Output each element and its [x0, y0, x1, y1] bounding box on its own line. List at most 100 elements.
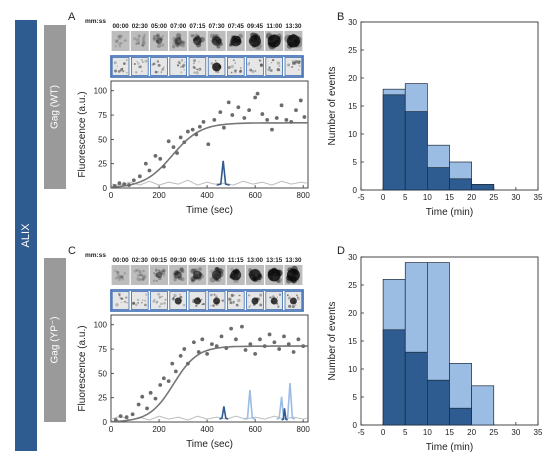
frame-speckle [191, 268, 196, 273]
data-point [218, 110, 223, 115]
frame-spot [155, 271, 163, 279]
data-point [166, 139, 171, 144]
data-point [253, 95, 258, 100]
frame-speckle [198, 61, 200, 63]
y-tick-label: 5 [353, 393, 358, 402]
data-point [272, 340, 277, 345]
data-point [185, 129, 190, 134]
y-tick-label: 20 [348, 309, 357, 318]
frame-speckle [118, 294, 121, 297]
frame-tile [150, 291, 168, 310]
frame-speckle [175, 32, 181, 39]
frame-speckle [221, 299, 224, 302]
frame-tile [111, 31, 130, 51]
frame-speckle [237, 298, 241, 303]
frame-speckle [113, 61, 117, 65]
frame-speckle [156, 34, 160, 39]
frame-speckle [140, 278, 144, 282]
frame-speckle [157, 43, 161, 48]
frame-speckle [214, 266, 219, 272]
data-point [267, 332, 272, 337]
x-tick-label: 10 [423, 193, 432, 202]
frame-time-label: 09:15 [151, 257, 168, 264]
frame-speckle [196, 68, 198, 71]
frame-speckle [176, 64, 180, 67]
data-point [145, 406, 149, 411]
frame-speckle [214, 60, 217, 62]
frame-speckle [118, 42, 122, 46]
frame-speckle [136, 60, 138, 63]
frame-speckle [137, 302, 140, 304]
data-point [148, 390, 153, 395]
data-point [255, 91, 260, 96]
y-tick-label: 5 [353, 158, 358, 167]
frame-speckle [153, 298, 156, 301]
y-tick-label: 0 [103, 184, 108, 193]
y-axis-label: Number of events [327, 302, 338, 381]
frame-speckle [133, 37, 137, 41]
frame-speckle [287, 63, 291, 67]
peak-trace-dark [219, 406, 229, 420]
x-tick-label: -5 [357, 428, 365, 437]
data-point [153, 396, 158, 401]
frame-spot [193, 270, 202, 280]
frame-speckle [133, 62, 136, 66]
frame-speckle [116, 270, 119, 273]
frame-speckle [116, 65, 118, 67]
y-tick-label: 25 [348, 281, 357, 290]
frame-speckle [180, 66, 182, 68]
peak-trace-light [276, 396, 287, 420]
frame-spot [230, 269, 242, 281]
x-tick-label: 5 [403, 193, 408, 202]
frame-speckle [117, 292, 121, 296]
frame-speckle [213, 293, 216, 296]
data-point [143, 161, 148, 166]
frame-speckle [135, 71, 138, 74]
x-tick-label: 20 [467, 428, 476, 437]
frame-speckle [161, 34, 165, 38]
frame-speckle [173, 293, 177, 297]
y-tick-label: 0 [353, 186, 358, 195]
frame-speckle [141, 38, 145, 42]
data-point [206, 142, 211, 147]
frame-speckle [143, 33, 146, 37]
frame-speckle [158, 36, 163, 41]
frame-speckle [142, 61, 144, 63]
panel-letter-d: D [337, 245, 345, 257]
frame-speckle [227, 66, 231, 69]
frame-speckle [135, 42, 138, 45]
sigmoid-fit-line [110, 345, 308, 423]
frame-speckle [162, 274, 166, 278]
data-point [147, 168, 152, 173]
histogram-bar-dark [404, 111, 428, 191]
condition-bar-wt [44, 25, 66, 189]
data-point [182, 140, 187, 145]
frame-speckle [192, 298, 195, 301]
frame-speckle [288, 304, 292, 308]
data-point [286, 342, 291, 347]
frame-speckle [296, 294, 298, 297]
frame-speckle [142, 40, 146, 44]
frame-speckle [163, 301, 166, 305]
frame-speckle [296, 296, 299, 299]
x-tick-label: 0 [381, 428, 386, 437]
frame-speckle [123, 62, 126, 65]
frame-speckle [249, 68, 253, 72]
frame-time-label: 13:15 [266, 257, 283, 264]
frame-speckle [158, 305, 161, 308]
time-header-label-a: mm:ss [85, 18, 106, 25]
frame-speckle [114, 39, 118, 43]
frame-speckle [116, 271, 119, 274]
frame-speckle [176, 33, 182, 39]
data-point [175, 151, 179, 155]
frame-speckle [202, 302, 205, 306]
frame-tile [130, 291, 149, 310]
frame-speckle [122, 278, 125, 281]
data-point [230, 113, 235, 117]
frame-speckle [141, 70, 143, 73]
y-axis-label: Fluorescence (a.u.) [77, 91, 88, 177]
frame-speckle [291, 60, 295, 64]
frame-speckle [180, 269, 185, 274]
frame-speckle [122, 70, 125, 73]
